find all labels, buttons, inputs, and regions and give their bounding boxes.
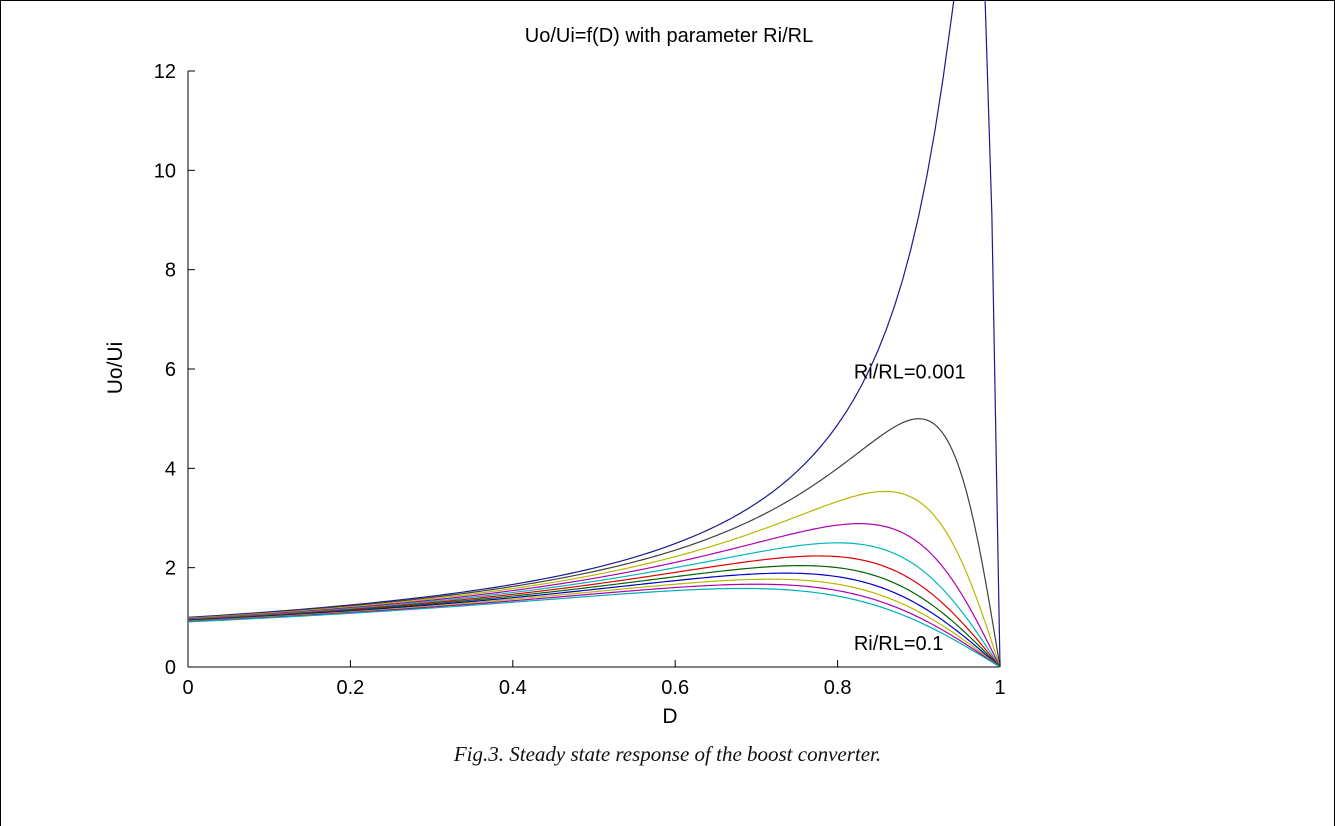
y-axis-label: Uo/Ui (104, 342, 127, 395)
series-line (187, 565, 1001, 668)
series-line (187, 572, 1001, 668)
figure-caption: Fig.3. Steady state response of the boos… (453, 742, 882, 766)
series-line (187, 523, 1001, 668)
x-tick-label: 0.4 (499, 677, 527, 699)
x-tick-label: 0.8 (824, 677, 852, 699)
y-tick-label: 12 (154, 61, 176, 83)
y-tick-label: 8 (165, 260, 176, 282)
series-annotation: Ri/RL=0.001 (854, 361, 966, 383)
series-line (187, 542, 1001, 668)
series-line (187, 555, 1001, 668)
x-tick-label: 0.6 (661, 677, 689, 699)
series-line (187, 578, 1001, 668)
y-tick-label: 10 (154, 160, 176, 182)
y-tick-label: 0 (165, 657, 176, 679)
y-tick-label: 2 (165, 558, 176, 580)
chart-title: Uo/Ui=f(D) with parameter Ri/RL (525, 25, 813, 47)
series-annotation: Ri/RL=0.1 (854, 633, 944, 655)
x-axis-label: D (662, 705, 677, 728)
series-line (187, 583, 1001, 668)
y-axis-ticks: 0 2 4 6 8 10 12 (154, 61, 195, 679)
y-tick-label: 6 (165, 359, 176, 381)
x-tick-label: 0.2 (336, 677, 364, 699)
series-group (187, 0, 1001, 668)
x-tick-label: 0 (182, 677, 193, 699)
x-tick-label: 1 (994, 677, 1005, 699)
series-line (187, 587, 1001, 668)
x-axis-ticks: 0 0.2 0.4 0.6 0.8 1 (182, 660, 1006, 699)
annotations: Ri/RL=0.001 Ri/RL=0.1 (854, 361, 966, 655)
series-line (187, 490, 1001, 668)
series-line (187, 418, 1001, 668)
series-line (187, 0, 1001, 668)
y-tick-label: 4 (165, 458, 176, 480)
